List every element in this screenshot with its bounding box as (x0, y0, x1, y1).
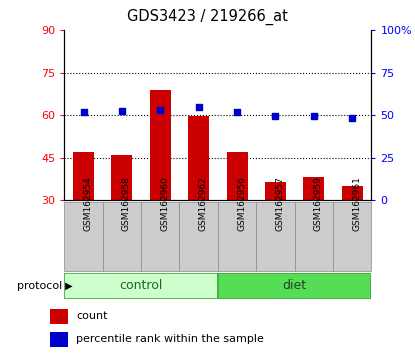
Text: GSM162954: GSM162954 (83, 177, 93, 231)
Bar (256, 202, 295, 271)
Text: GSM162956: GSM162956 (237, 176, 246, 231)
Text: GSM162957: GSM162957 (276, 176, 284, 231)
Bar (188, 116, 209, 200)
Text: GSM162961: GSM162961 (352, 176, 361, 231)
Bar (50, 309, 68, 324)
Bar (227, 152, 248, 200)
Bar (64, 273, 218, 299)
Text: percentile rank within the sample: percentile rank within the sample (76, 335, 264, 344)
Point (157, 107, 164, 113)
Bar (342, 186, 363, 200)
Bar (333, 202, 371, 271)
Bar (295, 202, 333, 271)
Text: GSM162962: GSM162962 (199, 177, 208, 231)
Point (272, 113, 279, 119)
Text: count: count (76, 312, 108, 321)
Point (195, 104, 202, 109)
Bar (64, 202, 103, 271)
Bar (265, 182, 286, 200)
Text: GSM162960: GSM162960 (160, 176, 169, 231)
Text: GDS3423 / 219266_at: GDS3423 / 219266_at (127, 9, 288, 25)
Bar (103, 202, 141, 271)
Bar (111, 155, 132, 200)
Text: control: control (120, 279, 163, 292)
Text: GSM162959: GSM162959 (314, 176, 323, 231)
Bar (73, 152, 94, 200)
Text: protocol: protocol (17, 281, 62, 291)
Text: ▶: ▶ (62, 281, 73, 291)
Point (119, 108, 125, 114)
Bar (303, 177, 325, 200)
Text: GSM162958: GSM162958 (122, 176, 131, 231)
Bar (150, 90, 171, 200)
Bar (50, 332, 68, 347)
Point (310, 113, 317, 119)
Bar (141, 202, 180, 271)
Bar (179, 202, 218, 271)
Point (80, 109, 87, 114)
Point (349, 115, 356, 120)
Text: diet: diet (283, 279, 307, 292)
Point (234, 109, 240, 114)
Bar (218, 202, 256, 271)
Bar (218, 273, 371, 299)
